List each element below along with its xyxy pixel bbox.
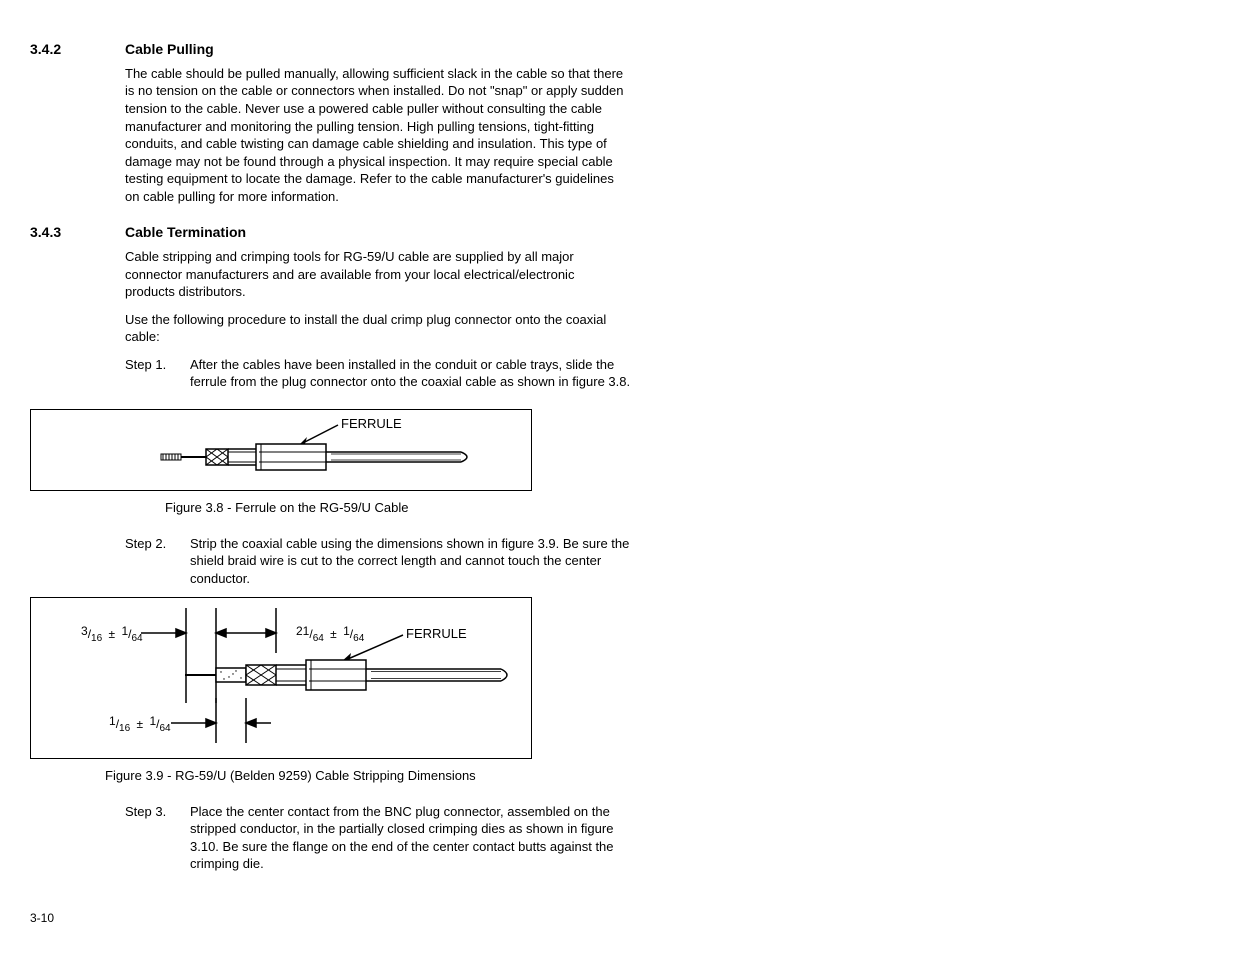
section-body: Use the following procedure to install t… [125, 311, 625, 346]
section-cable-pulling: 3.4.2 Cable Pulling The cable should be … [30, 40, 1175, 205]
figure-3-8: FERRULE [30, 409, 532, 491]
step-label: Step 1. [125, 356, 190, 391]
section-body: Cable stripping and crimping tools for R… [125, 248, 625, 301]
dimension-3-16: 3/16 ± 1/64 [81, 624, 143, 644]
ferrule-label: FERRULE [341, 416, 402, 431]
figure-caption: Figure 3.8 - Ferrule on the RG-59/U Cabl… [165, 499, 1175, 517]
step-3: Step 3. Place the center contact from th… [125, 803, 645, 873]
section-number: 3.4.3 [30, 223, 125, 242]
figure-caption: Figure 3.9 - RG-59/U (Belden 9259) Cable… [105, 767, 1175, 785]
step-text: Place the center contact from the BNC pl… [190, 803, 645, 873]
dimension-1-16: 1/16 ± 1/64 [109, 714, 171, 734]
step-label: Step 2. [125, 535, 190, 588]
ferrule-label: FERRULE [406, 626, 467, 641]
step-text: Strip the coaxial cable using the dimens… [190, 535, 645, 588]
page-number: 3-10 [30, 910, 54, 926]
section-body: The cable should be pulled manually, all… [125, 65, 625, 205]
section-cable-termination: 3.4.3 Cable Termination Cable stripping … [30, 223, 1175, 391]
dimension-21-64: 21/64 ± 1/64 [296, 624, 365, 644]
section-title: Cable Pulling [125, 40, 214, 59]
step-text: After the cables have been installed in … [190, 356, 645, 391]
section-title: Cable Termination [125, 223, 246, 242]
figure-3-9: 3/16 ± 1/64 21/64 ± 1/64 FERRULE [30, 597, 532, 759]
section-number: 3.4.2 [30, 40, 125, 59]
step-label: Step 3. [125, 803, 190, 873]
step-1: Step 1. After the cables have been insta… [125, 356, 645, 391]
step-2: Step 2. Strip the coaxial cable using th… [125, 535, 645, 588]
